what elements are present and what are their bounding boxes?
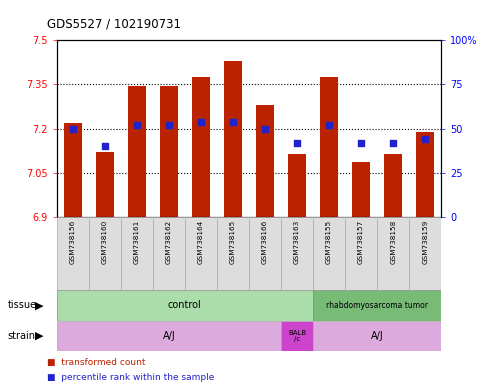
Bar	[417, 132, 434, 217]
Bar	[96, 152, 113, 217]
Text: GDS5527 / 102190731: GDS5527 / 102190731	[47, 17, 181, 30]
Bar	[256, 105, 274, 217]
Bar	[64, 123, 81, 217]
Text: GSM738156: GSM738156	[70, 220, 76, 264]
Bar	[377, 217, 409, 290]
Text: rhabdomyosarcoma tumor: rhabdomyosarcoma tumor	[326, 301, 428, 310]
Point	[325, 122, 333, 128]
Text: A/J: A/J	[163, 331, 175, 341]
Text: GSM738158: GSM738158	[390, 220, 396, 264]
Text: ■  transformed count: ■ transformed count	[47, 358, 145, 367]
Bar	[249, 217, 281, 290]
Bar	[192, 77, 210, 217]
Point	[229, 119, 237, 125]
Point	[69, 126, 77, 132]
Bar	[313, 290, 441, 321]
Text: GSM738157: GSM738157	[358, 220, 364, 264]
Text: GSM738160: GSM738160	[102, 220, 108, 264]
Point	[133, 122, 141, 128]
Point	[389, 140, 397, 146]
Bar	[153, 217, 185, 290]
Text: GSM738163: GSM738163	[294, 220, 300, 264]
Bar	[281, 217, 313, 290]
Bar	[320, 77, 338, 217]
Text: A/J: A/J	[371, 331, 384, 341]
Text: GSM738159: GSM738159	[422, 220, 428, 264]
Text: tissue: tissue	[7, 300, 36, 310]
Bar	[121, 217, 153, 290]
Bar	[89, 217, 121, 290]
Text: control: control	[168, 300, 202, 310]
Text: GSM738161: GSM738161	[134, 220, 140, 264]
Bar	[185, 217, 217, 290]
Text: GSM738155: GSM738155	[326, 220, 332, 264]
Point	[101, 143, 108, 149]
Text: ■  percentile rank within the sample: ■ percentile rank within the sample	[47, 372, 214, 382]
Text: GSM738164: GSM738164	[198, 220, 204, 264]
Point	[261, 126, 269, 132]
Point	[357, 140, 365, 146]
Bar	[409, 217, 441, 290]
Bar	[217, 217, 249, 290]
Point	[165, 122, 173, 128]
Text: strain: strain	[7, 331, 35, 341]
Point	[293, 140, 301, 146]
Text: GSM738165: GSM738165	[230, 220, 236, 264]
Text: GSM738166: GSM738166	[262, 220, 268, 264]
Text: ▶: ▶	[35, 331, 44, 341]
Bar	[288, 154, 306, 217]
Bar	[224, 61, 242, 217]
Bar	[281, 321, 313, 351]
Point	[421, 136, 429, 142]
Text: BALB
/c: BALB /c	[288, 330, 306, 342]
Bar	[385, 154, 402, 217]
Bar	[352, 162, 370, 217]
Text: GSM738162: GSM738162	[166, 220, 172, 264]
Bar	[57, 321, 281, 351]
Bar	[128, 86, 145, 217]
Point	[197, 119, 205, 125]
Bar	[57, 217, 89, 290]
Bar	[313, 321, 441, 351]
Bar	[313, 217, 345, 290]
Bar	[345, 217, 377, 290]
Bar	[160, 86, 177, 217]
Text: ▶: ▶	[35, 300, 44, 310]
Bar	[57, 290, 313, 321]
